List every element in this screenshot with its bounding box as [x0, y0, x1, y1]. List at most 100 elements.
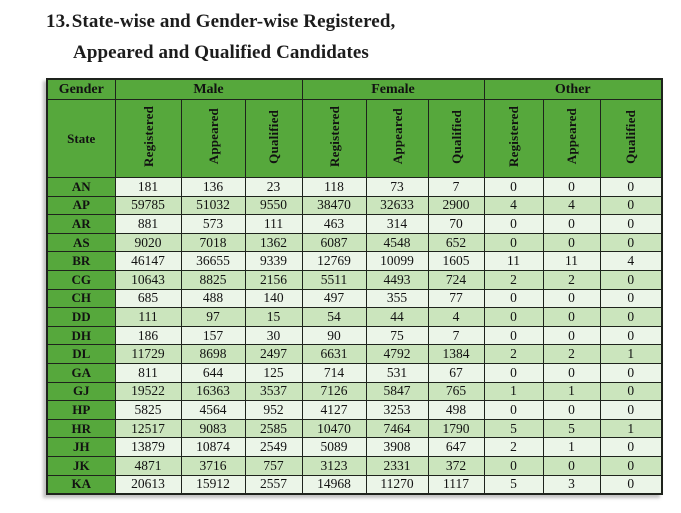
value-cell-male-appeared: 10874: [180, 437, 246, 457]
value-cell-female-registered: 463: [301, 214, 367, 234]
table-row: KA 20613 15912 2557 14968 11270 1117 5 3…: [46, 474, 663, 495]
value-cell-other-qualified: 0: [599, 474, 663, 495]
value-cell-other-qualified: 0: [599, 307, 663, 327]
value-cell-other-registered: 2: [483, 269, 544, 290]
value-cell-male-registered: 881: [114, 214, 182, 234]
state-cell: JH: [46, 437, 116, 457]
value-cell-other-qualified: 0: [599, 288, 663, 309]
value-cell-female-qualified: 498: [427, 400, 485, 420]
value-cell-other-appeared: 0: [542, 362, 601, 383]
value-cell-male-registered: 811: [114, 362, 182, 383]
vertical-label: Appeared: [205, 108, 221, 165]
value-cell-female-registered: 10470: [301, 418, 367, 439]
state-cell: AR: [46, 214, 116, 234]
vertical-label: Registered: [506, 106, 521, 167]
subheader-other-registered: Registered: [483, 99, 544, 178]
title-number: 13.: [46, 11, 71, 32]
value-cell-male-qualified: 140: [244, 288, 303, 309]
value-cell-female-qualified: 652: [427, 232, 485, 253]
value-cell-other-appeared: 0: [542, 325, 601, 346]
state-cell: GJ: [46, 381, 116, 402]
value-cell-female-registered: 118: [301, 177, 367, 197]
value-cell-other-registered: 0: [483, 362, 544, 383]
value-cell-female-registered: 5089: [301, 437, 367, 457]
value-cell-female-registered: 7126: [301, 381, 367, 402]
value-cell-male-appeared: 15912: [180, 474, 246, 495]
value-cell-female-appeared: 75: [365, 325, 429, 346]
value-cell-female-qualified: 67: [427, 362, 485, 383]
gender-header-row: Gender Male Female Other: [46, 78, 663, 100]
value-cell-female-registered: 90: [301, 325, 367, 346]
value-cell-other-appeared: 3: [542, 474, 601, 495]
value-cell-female-appeared: 4493: [365, 269, 429, 290]
value-cell-female-qualified: 70: [427, 214, 485, 234]
value-cell-other-registered: 0: [483, 455, 544, 476]
value-cell-female-appeared: 531: [365, 362, 429, 383]
subheader-female-registered: Registered: [301, 99, 367, 178]
corner-cell-gender: Gender: [46, 78, 116, 100]
value-cell-male-appeared: 9083: [180, 418, 246, 439]
value-cell-female-qualified: 724: [427, 269, 485, 290]
value-cell-other-registered: 2: [483, 437, 544, 457]
value-cell-male-registered: 181: [114, 177, 182, 197]
value-cell-other-registered: 5: [483, 474, 544, 495]
value-cell-other-qualified: 1: [599, 418, 663, 439]
value-cell-female-qualified: 1384: [427, 344, 485, 364]
title-line-1: 13. State-wise and Gender-wise Registere…: [46, 6, 395, 37]
vertical-label: Registered: [140, 106, 156, 167]
subheader-female-qualified: Qualified: [427, 99, 485, 178]
value-cell-other-registered: 0: [483, 177, 544, 197]
value-cell-female-qualified: 765: [427, 381, 485, 402]
value-cell-male-registered: 186: [114, 325, 182, 346]
state-cell: AS: [46, 232, 116, 253]
value-cell-male-qualified: 2549: [244, 437, 303, 457]
subheader-other-appeared: Appeared: [542, 99, 601, 178]
table-row: AR 881 573 111 463 314 70 0 0 0: [46, 214, 663, 234]
value-cell-other-registered: 5: [483, 418, 544, 439]
value-cell-other-appeared: 0: [542, 177, 601, 197]
value-cell-other-qualified: 0: [599, 362, 663, 383]
value-cell-female-qualified: 647: [427, 437, 485, 457]
value-cell-female-appeared: 3253: [365, 400, 429, 420]
value-cell-male-appeared: 4564: [180, 400, 246, 420]
subheader-row: State Registered Appeared Qualified Regi…: [46, 99, 663, 178]
value-cell-other-appeared: 0: [542, 288, 601, 309]
value-cell-female-appeared: 32633: [365, 195, 429, 216]
value-cell-other-appeared: 1: [542, 381, 601, 402]
value-cell-female-registered: 3123: [301, 455, 367, 476]
state-cell: GA: [46, 362, 116, 383]
value-cell-male-qualified: 23: [244, 177, 303, 197]
value-cell-female-qualified: 77: [427, 288, 485, 309]
subheader-male-qualified: Qualified: [244, 99, 303, 178]
value-cell-male-qualified: 3537: [244, 381, 303, 402]
state-cell: CH: [46, 288, 116, 309]
value-cell-female-appeared: 11270: [365, 474, 429, 495]
value-cell-male-qualified: 111: [244, 214, 303, 234]
value-cell-other-qualified: 0: [599, 381, 663, 402]
value-cell-other-qualified: 0: [599, 269, 663, 290]
value-cell-female-qualified: 1790: [427, 418, 485, 439]
table-row: DD 111 97 15 54 44 4 0 0 0: [46, 307, 663, 327]
value-cell-other-qualified: 4: [599, 251, 663, 271]
value-cell-female-qualified: 4: [427, 307, 485, 327]
value-cell-male-qualified: 2557: [244, 474, 303, 495]
value-cell-other-qualified: 0: [599, 214, 663, 234]
state-cell: DD: [46, 307, 116, 327]
value-cell-female-appeared: 314: [365, 214, 429, 234]
candidates-table: Gender Male Female Other State Registere…: [46, 78, 663, 495]
value-cell-male-appeared: 36655: [180, 251, 246, 271]
title-line-2: Appeared and Qualified Candidates: [46, 37, 395, 68]
value-cell-male-appeared: 7018: [180, 232, 246, 253]
table-row: AP 59785 51032 9550 38470 32633 2900 4 4…: [46, 195, 663, 216]
value-cell-other-registered: 0: [483, 232, 544, 253]
value-cell-female-appeared: 44: [365, 307, 429, 327]
value-cell-other-qualified: 1: [599, 344, 663, 364]
value-cell-male-appeared: 16363: [180, 381, 246, 402]
state-cell: DL: [46, 344, 116, 364]
value-cell-other-registered: 4: [483, 195, 544, 216]
value-cell-other-registered: 0: [483, 214, 544, 234]
value-cell-female-registered: 6631: [301, 344, 367, 364]
value-cell-other-appeared: 0: [542, 214, 601, 234]
value-cell-male-qualified: 2497: [244, 344, 303, 364]
vertical-label: Appeared: [389, 108, 405, 165]
